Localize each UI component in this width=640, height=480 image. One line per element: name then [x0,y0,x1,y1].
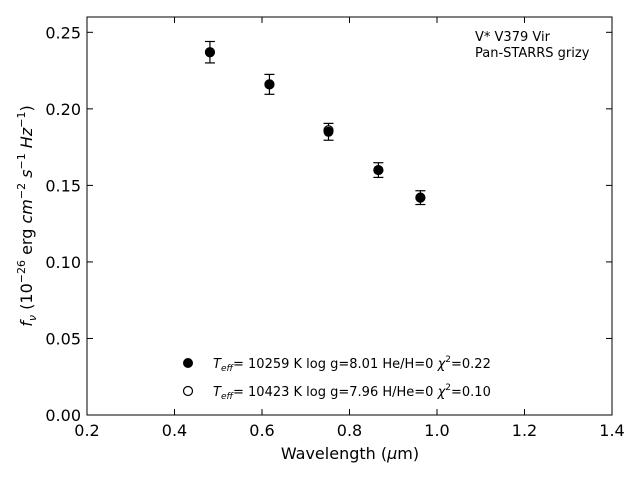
error-bars [204,40,426,206]
x-tick-label: 0.4 [162,421,187,440]
y-tick-label: 0.20 [45,100,81,119]
observed-point-filled [415,192,426,203]
observed-point-filled [323,126,334,137]
x-tick-label: 0.2 [74,421,99,440]
legend-marker-filled [183,358,193,368]
axis-ticks [86,17,613,416]
x-tick-label: 1.2 [512,421,537,440]
legend-marker-open [182,385,194,397]
y-tick-label: 0.00 [45,406,81,425]
legend-entry-1: Teff= 10259 K log g=8.01 He/H=0 χ2=0.22 [213,355,491,374]
observed-point-filled [264,79,275,90]
y-tick-label: 0.05 [45,329,81,348]
x-tick-label: 1.0 [424,421,449,440]
legend: Teff= 10259 K log g=8.01 He/H=0 χ2=0.22 … [182,355,491,402]
tick-labels: 0.2 0.4 0.6 0.8 1.0 1.2 1.4 0.00 0.05 0.10 0.15 0.2… [45,23,624,440]
annotation-survey: Pan-STARRS grizy [475,46,590,61]
y-tick-label: 0.10 [45,253,81,272]
x-tick-label: 0.8 [337,421,362,440]
observed-point-filled [373,165,384,176]
y-axis-label: fν (10−26 erg cm−2 s−1 Hz−1) [15,105,39,326]
legend-entry-2: Teff= 10423 K log g=7.96 H/He=0 χ2=0.10 [213,383,491,402]
data-points [204,47,426,203]
x-tick-label: 1.4 [599,421,624,440]
x-tick-label: 0.6 [249,421,274,440]
y-tick-label: 0.15 [45,176,81,195]
x-axis-label: Wavelength (μm) [281,444,419,463]
annotation-star-name: V* V379 Vir [475,30,551,45]
plot-frame [86,16,613,416]
y-tick-label: 0.25 [45,23,81,42]
observed-point-filled [204,47,215,58]
